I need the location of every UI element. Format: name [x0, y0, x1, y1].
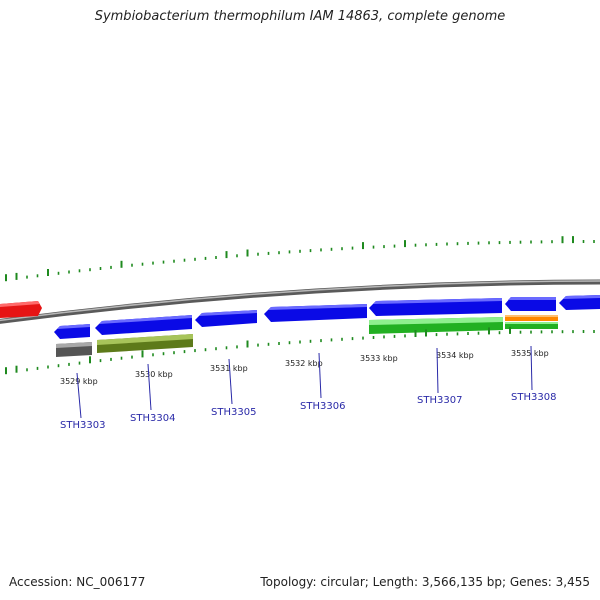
kbp-label: 3531 kbp [210, 364, 248, 373]
gene-label-sth3308[interactable]: STH3308 [511, 392, 556, 403]
leader-line [530, 345, 533, 391]
gc-content-ticks-upper [5, 236, 595, 282]
leader-line [228, 358, 233, 405]
kbp-label: 3529 kbp [60, 377, 98, 386]
gene-label-sth3304[interactable]: STH3304 [130, 413, 175, 424]
kbp-scale: 3529 kbp 3530 kbp 3531 kbp 3532 kbp 3533… [60, 349, 549, 386]
gene-label-leaders [76, 345, 533, 419]
kbp-label: 3534 kbp [436, 351, 474, 360]
topology-text: Topology: circular; Length: 3,566,135 bp… [260, 575, 590, 589]
leader-line [147, 363, 152, 411]
kbp-label: 3533 kbp [360, 354, 398, 363]
gene-label-sth3306[interactable]: STH3306 [300, 401, 345, 412]
gene-label-sth3303[interactable]: STH3303 [60, 420, 105, 431]
kbp-label: 3535 kbp [511, 349, 549, 358]
leader-line [76, 372, 82, 419]
accession-text: Accession: NC_006177 [9, 575, 146, 589]
gene-arrows [0, 295, 600, 339]
gene-label-sth3307[interactable]: STH3307 [417, 395, 462, 406]
map-title: Symbiobacterium thermophilum IAM 14863, … [94, 9, 506, 24]
gene-arrow-sth3308[interactable] [505, 297, 556, 311]
leader-line [436, 347, 439, 394]
cog-bars [56, 315, 558, 357]
gene-labels: STH3303 STH3304 STH3305 STH3306 STH3307 … [60, 392, 556, 431]
gene-label-sth3305[interactable]: STH3305 [211, 407, 256, 418]
gc-content-ticks-lower [5, 326, 595, 375]
genome-backbone [0, 279, 600, 324]
kbp-label: 3530 kbp [135, 370, 173, 379]
leader-line [318, 352, 322, 399]
kbp-label: 3532 kbp [285, 359, 323, 368]
